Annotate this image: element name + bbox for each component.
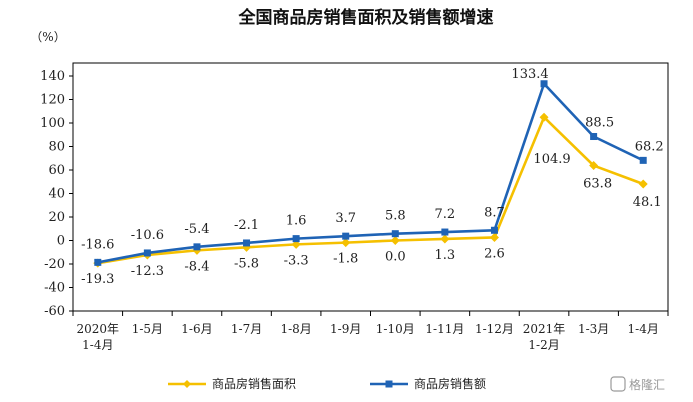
x-tick-label: 1-3月	[578, 322, 609, 336]
data-label-area: -19.3	[81, 272, 114, 287]
series-1-point	[342, 232, 350, 240]
data-label-area: 2.6	[484, 246, 505, 261]
data-label-area: 1.3	[435, 248, 456, 263]
series-1-point	[441, 228, 449, 236]
legend-marker-diamond	[183, 380, 191, 388]
data-label-area: 104.9	[533, 152, 570, 167]
series-line-1	[97, 82, 644, 264]
y-tick-label: 40	[48, 187, 65, 202]
series-1-point	[143, 249, 151, 257]
x-tick-label: 1-7月	[231, 322, 262, 336]
watermark-text: 格隆汇	[629, 377, 665, 392]
data-label-sales: 7.2	[435, 207, 456, 222]
data-label-sales: -5.4	[184, 222, 209, 237]
legend-label: 商品房销售面积	[212, 376, 296, 391]
data-label-sales: 1.6	[286, 214, 307, 229]
y-tick-label: 0	[57, 234, 65, 249]
legend-label: 商品房销售额	[414, 376, 486, 391]
watermark: 格隆汇	[610, 376, 665, 392]
data-label-area: -5.8	[234, 256, 259, 271]
series-1-point	[391, 230, 399, 238]
series-1-point	[639, 156, 647, 164]
y-unit-label: （%）	[30, 30, 65, 44]
y-tick-label: 120	[40, 93, 65, 108]
data-label-area: 48.1	[633, 195, 662, 210]
x-tick-label: 1-8月	[280, 322, 311, 336]
series-1-point	[94, 258, 102, 266]
x-tick-label: 1-6月	[181, 322, 212, 336]
data-label-sales: 133.4	[511, 67, 548, 82]
data-label-sales: 5.8	[385, 209, 406, 224]
legend: 商品房销售面积 商品房销售额	[168, 376, 486, 391]
x-axis: 2020年 1-4月 1-5月 1-6月 1-7月 1-8月 1-9月 1-10月 1-11月 1…	[72, 311, 669, 352]
chart-title: 全国商品房销售面积及销售额增速	[238, 7, 494, 28]
data-label-sales: -18.6	[81, 237, 114, 252]
series-layer	[93, 80, 648, 268]
series-0-point	[390, 236, 400, 245]
y-tick-label: 140	[40, 69, 65, 84]
series-0-point	[341, 238, 351, 248]
y-tick-label: 80	[48, 140, 65, 155]
series-1-point	[590, 133, 598, 141]
x-tick-label: 1-12月	[475, 322, 514, 336]
x-tick-label: 1-9月	[330, 322, 361, 336]
series-1-point	[193, 243, 201, 251]
y-tick-label: 20	[48, 210, 65, 225]
y-tick-label: 100	[40, 116, 65, 131]
data-label-layer: -18.6 -10.6 -5.4 -2.1 1.6 3.7 5.8 7.2 8.7 133.4 88…	[81, 67, 664, 287]
y-tick-label: -40	[44, 281, 65, 296]
series-1-point	[490, 226, 498, 234]
data-label-area: -8.4	[184, 259, 209, 274]
x-tick-label: 1-11月	[425, 322, 464, 336]
x-tick-label: 1-5月	[132, 322, 163, 336]
data-label-sales: 68.2	[635, 139, 664, 154]
series-0-point	[638, 179, 648, 189]
data-label-sales: -2.1	[234, 218, 259, 233]
data-label-sales: -10.6	[131, 228, 164, 243]
watermark-logo-icon	[610, 376, 626, 392]
series-0-point	[489, 232, 499, 242]
data-label-sales: 3.7	[335, 211, 356, 226]
legend-marker-square	[385, 380, 393, 388]
x-tick-label: 2021年 1-2月	[523, 322, 566, 352]
series-1-point	[292, 235, 300, 243]
series-1-point	[540, 80, 548, 88]
y-tick-label: -20	[44, 257, 65, 272]
x-tick-label: 1-10月	[376, 322, 415, 336]
y-axis: 140 120 100 80 60 40 20 0 -20 -40 -60	[40, 69, 73, 319]
series-0-point	[440, 234, 450, 244]
series-0-point	[291, 239, 301, 249]
x-tick-label: 1-4月	[628, 322, 659, 336]
data-label-area: -3.3	[284, 253, 309, 268]
series-0-point	[539, 112, 549, 122]
data-label-area: -12.3	[131, 264, 164, 279]
data-label-area: -1.8	[333, 252, 358, 267]
x-tick-label: 2020年 1-4月	[77, 322, 120, 352]
y-tick-label: 60	[48, 163, 65, 178]
y-tick-label: -60	[44, 304, 65, 319]
data-label-area: 63.8	[583, 177, 612, 192]
data-label-sales: 88.5	[585, 116, 614, 131]
data-label-sales: 8.7	[484, 205, 505, 220]
series-line-0	[97, 115, 644, 265]
series-0-point	[589, 161, 599, 171]
data-label-area: 0.0	[385, 250, 406, 265]
series-1-point	[243, 239, 251, 247]
